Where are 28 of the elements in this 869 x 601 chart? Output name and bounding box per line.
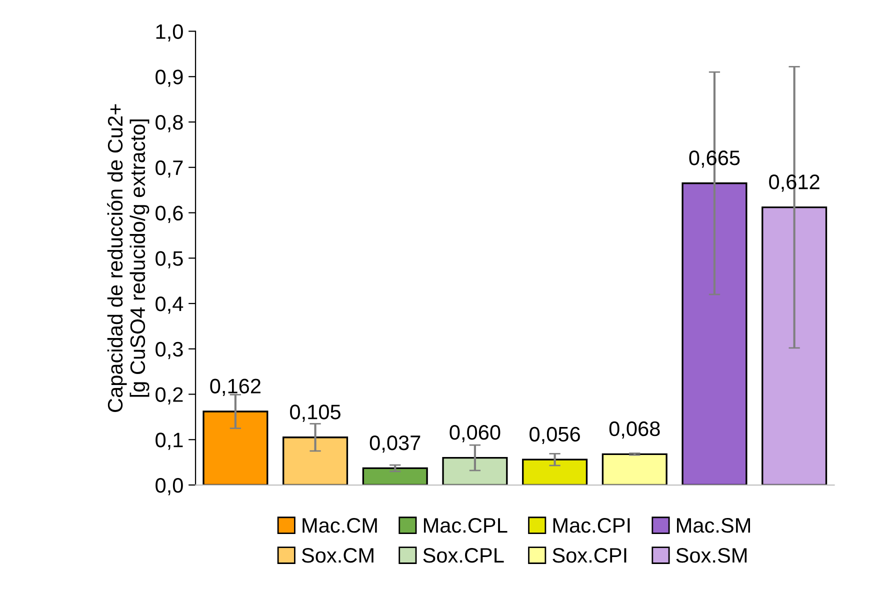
legend-label: Sox.CPI xyxy=(552,548,626,563)
data-label: 0,056 xyxy=(530,426,580,444)
legend-label: Mac.SM xyxy=(677,518,750,533)
y-tick-label: 1,0 xyxy=(156,24,183,42)
y-tick-label: 0,3 xyxy=(156,342,183,360)
legend-label: Mac.CPL xyxy=(424,518,508,533)
legend-label: Mac.CM xyxy=(302,518,377,533)
legend-label: Sox.SM xyxy=(676,548,747,563)
legend-label: Sox.CPL xyxy=(423,548,504,563)
data-label: 0,162 xyxy=(210,378,260,396)
legend-label: Sox.CM xyxy=(302,548,374,563)
y-tick-label: 0,2 xyxy=(156,387,183,404)
data-label: 0,037 xyxy=(370,435,420,453)
y-tick-label: 0,5 xyxy=(156,251,183,268)
y-tick-label: 0,9 xyxy=(156,70,183,87)
data-label: 0,068 xyxy=(609,421,660,439)
y-axis-title: Capacidad de reducción de Cu2+ [g CuSO4 reducido/g extracto] xyxy=(107,104,150,412)
y-tick-label: 0,1 xyxy=(156,432,183,450)
y-tick-label: 0,6 xyxy=(156,206,183,223)
legend-label: Mac.CPI xyxy=(553,518,630,533)
data-label: 0,060 xyxy=(450,425,500,442)
data-label: 0,105 xyxy=(290,404,340,422)
data-label: 0,665 xyxy=(689,150,740,168)
y-tick-label: 0,7 xyxy=(156,160,183,178)
data-label: 0,612 xyxy=(769,174,820,192)
y-tick-label: 0,8 xyxy=(156,115,183,132)
y-tick-label: 0,0 xyxy=(156,478,183,496)
y-tick-label: 0,4 xyxy=(156,296,184,314)
